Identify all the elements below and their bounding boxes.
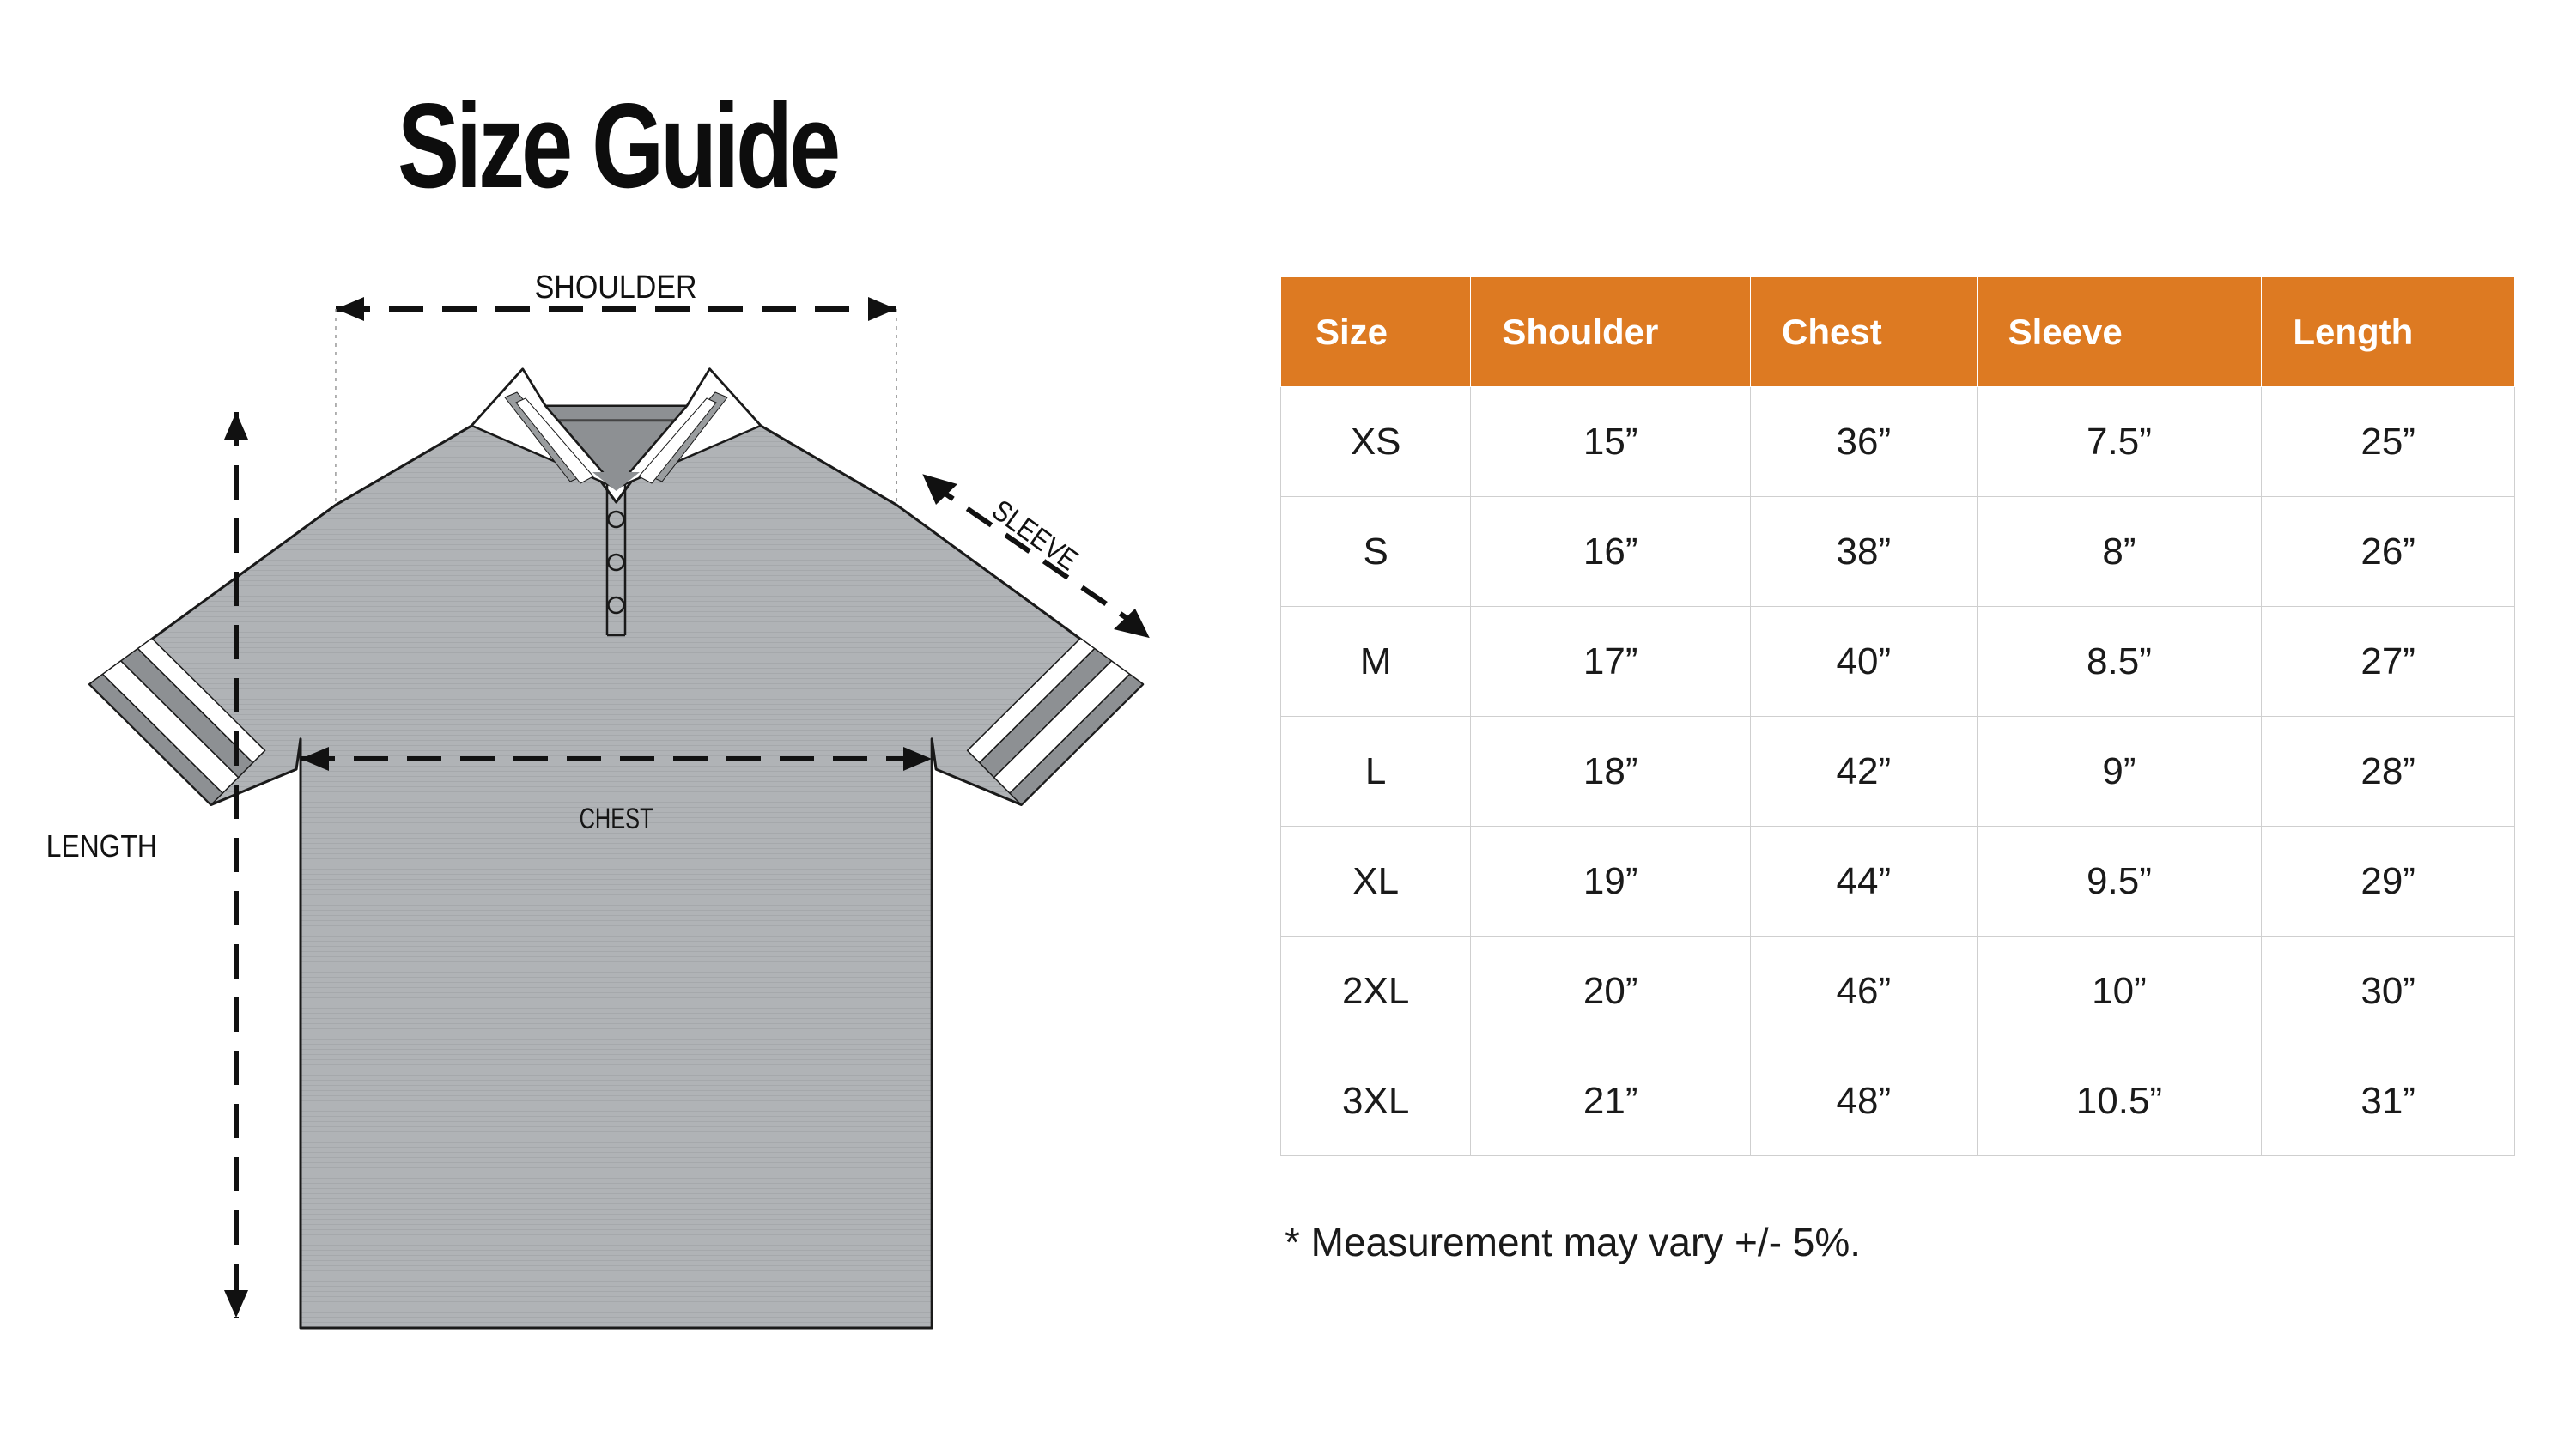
svg-text:CHEST: CHEST xyxy=(580,803,653,835)
svg-text:LENGTH: LENGTH xyxy=(46,828,157,864)
svg-text:SLEEVE: SLEEVE xyxy=(986,494,1084,577)
svg-text:SHOULDER: SHOULDER xyxy=(535,270,697,306)
